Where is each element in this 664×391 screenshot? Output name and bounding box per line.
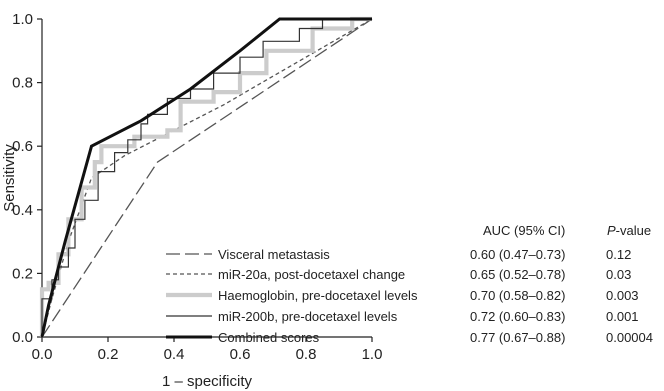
- x-tick-label: 0.4: [164, 346, 185, 363]
- auc-value: 0.72 (0.60–0.83): [470, 309, 565, 324]
- x-tick-label: 0.0: [32, 346, 53, 363]
- p-value: 0.001: [606, 309, 639, 324]
- legend-label: Visceral metastasis: [218, 247, 330, 262]
- x-tick-label: 0.6: [230, 346, 251, 363]
- p-value: 0.12: [606, 247, 631, 262]
- y-tick-label: 1.0: [12, 11, 33, 28]
- p-value-header-rest: -value: [616, 223, 651, 238]
- roc-curves: [39, 16, 373, 338]
- x-tick-label: 1.0: [362, 346, 383, 363]
- p-value: 0.00004: [606, 330, 653, 345]
- y-axis-title: Sensitivity: [1, 144, 18, 212]
- p-value: 0.03: [606, 267, 631, 282]
- auc-value: 0.77 (0.67–0.88): [470, 330, 565, 345]
- y-tick-label: 0.8: [12, 75, 33, 92]
- x-axis-title: 1 – specificity: [162, 373, 253, 390]
- p-value-header-p: P: [607, 223, 616, 238]
- x-tick-label: 0.2: [98, 346, 119, 363]
- roc-curve-1: [41, 18, 373, 338]
- x-tick-label: 0.8: [296, 346, 317, 363]
- legend-label: miR-200b, pre-docetaxel levels: [218, 309, 398, 324]
- roc-curve-0: [41, 18, 373, 338]
- roc-curve-4: [40, 17, 372, 338]
- auc-table: 0.60 (0.47–0.73) 0.12 0.65 (0.52–0.78) 0.03…: [470, 247, 653, 345]
- legend: Visceral metastasis miR-20a, post-docetax…: [166, 247, 418, 345]
- auc-table-header: AUC (95% CI) P-value: [483, 223, 651, 238]
- p-value-header: P-value: [607, 223, 651, 238]
- legend-label: Haemoglobin, pre-docetaxel levels: [218, 288, 418, 303]
- legend-label: miR-20a, post-docetaxel change: [218, 267, 405, 282]
- plot-area: 0.0 0.2 0.4 0.6 0.8 1.0 0.0 0.2 0.4 0.6 0.8 1.0: [12, 11, 382, 363]
- auc-value: 0.70 (0.58–0.82): [470, 288, 565, 303]
- p-value: 0.003: [606, 288, 639, 303]
- y-tick-label: 0.4: [12, 202, 33, 219]
- roc-curve-3: [41, 18, 372, 337]
- axis-ticks: 0.0 0.2 0.4 0.6 0.8 1.0 0.0 0.2 0.4 0.6 0.8 1.0: [12, 11, 382, 363]
- auc-header: AUC (95% CI): [483, 223, 565, 238]
- roc-curve-2: [39, 16, 372, 337]
- y-tick-label: 0.0: [12, 329, 33, 346]
- y-tick-label: 0.6: [12, 138, 33, 155]
- legend-label: Combined scores: [218, 330, 320, 345]
- y-tick-label: 0.2: [12, 265, 33, 282]
- auc-value: 0.60 (0.47–0.73): [470, 247, 565, 262]
- auc-value: 0.65 (0.52–0.78): [470, 267, 565, 282]
